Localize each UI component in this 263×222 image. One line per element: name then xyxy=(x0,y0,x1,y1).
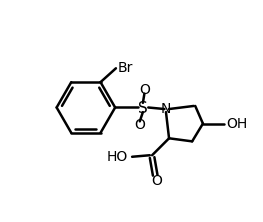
Text: N: N xyxy=(161,102,171,116)
Text: O: O xyxy=(134,118,145,132)
Text: HO: HO xyxy=(107,150,128,164)
Text: Br: Br xyxy=(118,61,133,75)
Text: O: O xyxy=(151,174,162,188)
Text: S: S xyxy=(138,101,148,116)
Text: OH: OH xyxy=(226,117,247,131)
Text: O: O xyxy=(139,83,150,97)
